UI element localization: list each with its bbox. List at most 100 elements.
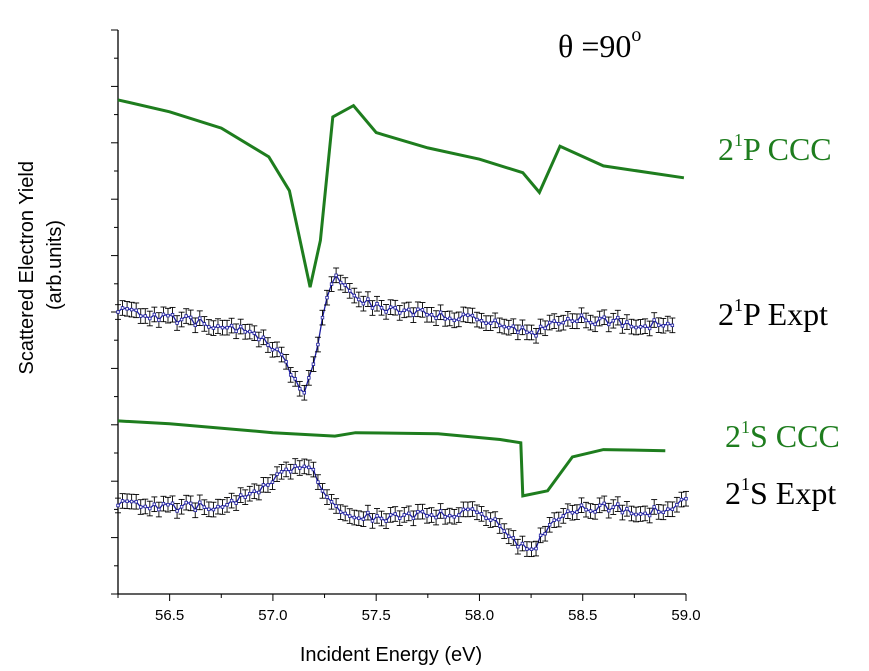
- data-point: [329, 500, 334, 504]
- data-point: [375, 514, 379, 518]
- y-axis-title-line2: (arb.units): [44, 220, 66, 310]
- data-point: [225, 325, 229, 330]
- data-point: [366, 297, 370, 301]
- data-point: [320, 489, 325, 493]
- data-point: [316, 480, 320, 484]
- data-point: [329, 282, 334, 286]
- data-point: [248, 329, 252, 334]
- data-point: [361, 517, 366, 521]
- series-label-2p-ccc: 21P CCC: [718, 130, 832, 167]
- data-point: [575, 510, 579, 514]
- data-point: [220, 505, 225, 509]
- data-point: [293, 464, 297, 468]
- data-point: [316, 342, 320, 347]
- data-point: [520, 541, 525, 546]
- x-tick-label: 57.5: [362, 607, 391, 624]
- data-point: [461, 312, 466, 317]
- x-tick-label: 56.5: [155, 607, 184, 624]
- data-point: [647, 513, 652, 518]
- data-point: [402, 513, 406, 517]
- data-point: [434, 515, 438, 520]
- data-point: [348, 514, 352, 518]
- data-point: [588, 509, 593, 513]
- data-point: [189, 501, 193, 506]
- data-point: [275, 472, 279, 476]
- data-point: [139, 505, 143, 509]
- data-point: [129, 499, 134, 504]
- data-point: [166, 502, 170, 507]
- data-point: [193, 508, 197, 513]
- data-point: [634, 325, 638, 330]
- title: θ =90o: [558, 24, 641, 64]
- data-point: [566, 317, 570, 321]
- data-point: [611, 505, 615, 509]
- data-point: [311, 362, 316, 366]
- data-point: [443, 515, 447, 519]
- data-point: [120, 306, 125, 310]
- data-point: [479, 319, 484, 323]
- data-point: [388, 305, 393, 309]
- data-point: [484, 516, 488, 520]
- data-point: [657, 323, 661, 327]
- data-point: [134, 308, 138, 313]
- data-point: [343, 511, 347, 516]
- data-point: [220, 325, 225, 330]
- y-axis-title: Scattered Electron Yield (arb.units): [16, 155, 66, 374]
- data-point: [325, 295, 329, 300]
- data-point: [520, 325, 525, 330]
- data-point: [493, 517, 497, 521]
- data-point: [370, 306, 375, 310]
- data-point: [243, 330, 247, 334]
- data-point: [629, 511, 634, 516]
- data-point: [448, 316, 452, 321]
- data-point: [616, 502, 620, 506]
- data-point: [279, 470, 284, 474]
- data-point: [584, 318, 588, 323]
- data-point: [161, 501, 166, 506]
- data-point: [529, 330, 534, 335]
- data-point: [179, 317, 184, 322]
- data-point: [557, 517, 561, 522]
- data-point: [570, 511, 575, 515]
- data-point: [379, 306, 384, 310]
- data-point: [302, 464, 307, 469]
- data-point: [189, 315, 193, 320]
- data-point: [597, 316, 602, 321]
- data-point: [202, 322, 207, 326]
- data-point: [525, 330, 529, 335]
- data-point: [193, 323, 197, 327]
- data-point: [348, 289, 352, 293]
- data-point: [338, 280, 343, 285]
- series-1: [115, 267, 676, 401]
- data-point: [175, 321, 179, 325]
- data-point: [393, 512, 397, 516]
- data-point: [152, 312, 157, 317]
- x-tick-label: 58.5: [568, 607, 597, 624]
- data-point: [452, 515, 456, 519]
- data-point: [143, 314, 147, 318]
- data-point: [266, 483, 270, 487]
- data-point: [234, 329, 238, 333]
- data-point: [257, 490, 261, 495]
- axes: 56.5 57.0 57.5 58.0 58.5 59.0: [111, 29, 701, 624]
- data-point: [298, 387, 302, 391]
- data-point: [511, 536, 516, 540]
- data-point: [466, 313, 470, 317]
- data-point: [398, 311, 402, 315]
- data-point: [661, 324, 665, 328]
- data-point: [470, 313, 475, 318]
- data-point: [607, 508, 611, 513]
- data-point: [148, 506, 152, 511]
- data-point: [134, 500, 138, 504]
- data-point: [593, 322, 597, 326]
- y-axis-title-line1: Scattered Electron Yield: [16, 161, 38, 374]
- data-point: [657, 510, 661, 514]
- data-point: [434, 316, 438, 320]
- data-point: [407, 511, 411, 516]
- data-point: [552, 319, 556, 323]
- data-point: [270, 480, 275, 484]
- data-point: [511, 324, 516, 328]
- data-point: [302, 391, 307, 395]
- data-point: [257, 337, 261, 342]
- data-point: [620, 510, 625, 515]
